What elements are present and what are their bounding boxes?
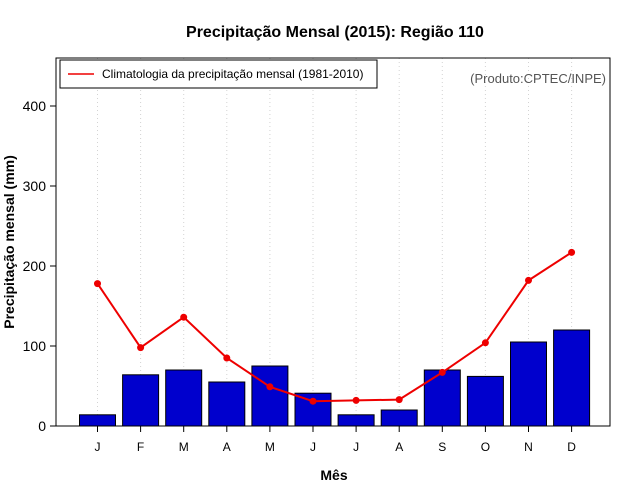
plot-frame (55, 57, 611, 427)
bar-9 (423, 369, 461, 427)
legend-box (59, 59, 378, 89)
credit-text: (Produto:CPTEC/INPE) (470, 71, 606, 86)
y-tick-label: 100 (23, 338, 47, 354)
legend-label: Climatologia da precipitação mensal (198… (102, 67, 363, 81)
bar-12 (553, 329, 591, 427)
chart-title: Precipitação Mensal (2015): Região 110 (186, 24, 484, 41)
x-tick-label: J (353, 440, 359, 454)
x-tick-label: A (395, 440, 403, 454)
x-tick-label: J (310, 440, 316, 454)
x-axis-label: Mês (320, 467, 347, 483)
bar-3 (165, 369, 203, 427)
y-tick-label: 300 (23, 178, 47, 194)
x-tick-label: S (438, 440, 446, 454)
x-tick-label: M (179, 440, 189, 454)
legend: Climatologia da precipitação mensal (198… (59, 59, 378, 89)
climatology-point-7 (352, 396, 360, 404)
bar-11 (510, 341, 547, 427)
x-tick-label: M (265, 440, 275, 454)
bar-7 (337, 414, 375, 427)
y-axis-label: Precipitação mensal (mm) (1, 155, 17, 329)
climatology-series (94, 248, 576, 405)
climatology-point-3 (180, 313, 188, 321)
climatology-point-12 (568, 248, 576, 256)
bar-series (79, 329, 591, 427)
x-tick-label: F (137, 440, 144, 454)
x-tick-label: D (567, 440, 576, 454)
y-tick-label: 200 (23, 258, 47, 274)
climatology-point-11 (525, 276, 532, 284)
y-axis: 0 100 200 300 400 (23, 98, 56, 434)
climatology-point-9 (438, 368, 446, 376)
x-tick-label: J (95, 440, 101, 454)
climatology-line (96, 251, 573, 403)
climatology-point-4 (223, 354, 231, 362)
climatology-point-2 (137, 344, 145, 352)
climatology-point-5 (266, 383, 274, 391)
bar-1 (79, 414, 116, 427)
bar-5 (251, 365, 289, 427)
y-tick-label: 400 (23, 98, 47, 114)
bar-8 (380, 409, 418, 427)
x-tick-label: N (524, 440, 533, 454)
bar-10 (466, 375, 504, 427)
y-tick-label: 0 (38, 418, 46, 434)
climatology-point-6 (309, 397, 317, 405)
climatology-point-1 (94, 280, 101, 288)
x-tick-label: A (223, 440, 231, 454)
bar-2 (122, 374, 160, 427)
grid-lines (97, 58, 573, 426)
climatology-point-8 (395, 396, 403, 404)
bar-4 (208, 381, 246, 427)
climatology-point-10 (481, 339, 489, 347)
x-tick-label: O (481, 440, 490, 454)
